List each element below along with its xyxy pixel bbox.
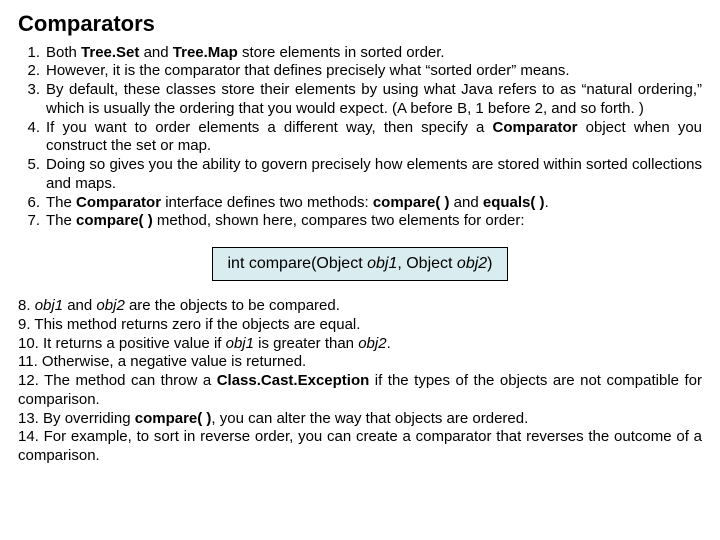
list-item: 3.By default, these classes store their … (18, 81, 702, 119)
list-item: 14. For example, to sort in reverse orde… (18, 428, 702, 466)
list-item: 2.However, it is the comparator that def… (18, 62, 702, 81)
page-title: Comparators (18, 10, 702, 38)
list-item: 13. By overriding compare( ), you can al… (18, 410, 702, 429)
item-text: Both Tree.Set and Tree.Map store element… (46, 44, 702, 63)
list-item: 8. obj1 and obj2 are the objects to be c… (18, 297, 702, 316)
item-text: However, it is the comparator that defin… (46, 62, 702, 81)
list-item: 9. This method returns zero if the objec… (18, 316, 702, 335)
list-top: 1.Both Tree.Set and Tree.Map store eleme… (18, 44, 702, 232)
list-item: 7.The compare( ) method, shown here, com… (18, 212, 702, 231)
signature-box: int compare(Object obj1, Object obj2) (212, 247, 507, 281)
list-item: 6.The Comparator interface defines two m… (18, 194, 702, 213)
list-bottom: 8. obj1 and obj2 are the objects to be c… (18, 297, 702, 466)
signature-box-wrap: int compare(Object obj1, Object obj2) (18, 247, 702, 281)
list-item: 5.Doing so gives you the ability to gove… (18, 156, 702, 194)
list-item: 4.If you want to order elements a differ… (18, 119, 702, 157)
list-item: 12. The method can throw a Class.Cast.Ex… (18, 372, 702, 410)
list-item: 10. It returns a positive value if obj1 … (18, 335, 702, 354)
item-text: The compare( ) method, shown here, compa… (46, 212, 702, 231)
item-text: The Comparator interface defines two met… (46, 194, 702, 213)
list-item: 11. Otherwise, a negative value is retur… (18, 353, 702, 372)
item-text: If you want to order elements a differen… (46, 119, 702, 157)
item-text: Doing so gives you the ability to govern… (46, 156, 702, 194)
list-item: 1.Both Tree.Set and Tree.Map store eleme… (18, 44, 702, 63)
item-text: By default, these classes store their el… (46, 81, 702, 119)
